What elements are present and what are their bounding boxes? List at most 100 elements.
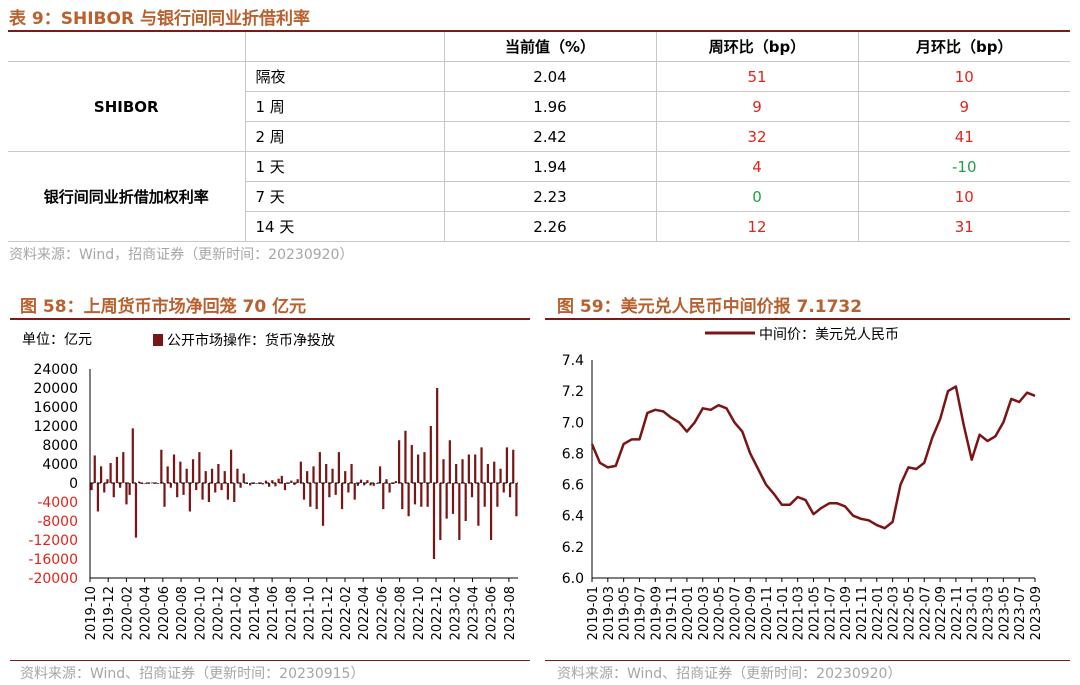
term-cell: 2 周	[245, 121, 445, 152]
group-label-shibor: SHIBOR	[8, 61, 246, 152]
chart58-bar	[93, 455, 96, 483]
chart58-bar	[385, 479, 388, 483]
chart58-xtick-label: 2020-02	[120, 586, 135, 640]
chart59-xtick-label: 2020-07	[728, 586, 743, 640]
table9-source: 资料来源：Wind，招商证券（更新时间：20230920）	[9, 247, 354, 263]
chart58-bar	[179, 461, 182, 483]
chart58-bar	[502, 483, 505, 493]
chart58-title: 图 58：上周货币市场净回笼 70 亿元	[20, 297, 307, 317]
chart58-bar	[169, 483, 172, 488]
chart59-xtick-label: 2021-03	[792, 586, 807, 640]
chart59-xtick-label: 2022-09	[934, 586, 949, 640]
chart58-bar	[505, 447, 509, 483]
chart59-xtick-label: 2019-11	[665, 586, 680, 640]
header-cell	[244, 32, 445, 62]
chart58-bar	[439, 483, 442, 540]
chart58-xtick-label: 2021-08	[284, 586, 299, 640]
wow-cell: 51	[655, 61, 859, 92]
chart58-bar	[157, 483, 160, 484]
chart59-xtick-label: 2020-05	[713, 586, 728, 640]
term-cell: 14 天	[245, 211, 445, 242]
chart58-xtick-label: 2019-12	[102, 586, 117, 640]
chart58-bar	[407, 483, 410, 517]
chart58-xtick-label: 2023-04	[466, 586, 481, 640]
mom-cell: -10	[857, 151, 1070, 182]
chart58-bar	[214, 483, 217, 493]
chart58-xtick-label: 2021-06	[266, 586, 281, 640]
chart58-xtick-label: 2022-10	[412, 586, 427, 640]
chart59-xtick-label: 2022-03	[887, 586, 902, 640]
chart58-bar	[239, 483, 242, 488]
chart59-bottom-rule	[545, 660, 1070, 661]
chart59-ytick-label: 6.6	[562, 478, 584, 494]
chart58-bar	[309, 483, 312, 507]
table-header-row: 当前值（%） 周环比（bp） 月环比（bp）	[8, 32, 1070, 62]
wow-cell: 4	[655, 151, 859, 182]
chart58-bar	[264, 480, 268, 483]
chart58-bar	[455, 464, 458, 483]
chart58-bar	[290, 480, 293, 483]
chart59-xtick-label: 2023-05	[997, 586, 1012, 640]
chart58-xtick-label: 2019-10	[84, 586, 99, 640]
chart58-bar	[125, 483, 128, 505]
chart59-line-chart: 中间价：美元兑人民币 6.0 6.2 6.4 6.6 6.8 7.0 7.2 7.4 2019…	[562, 327, 1044, 640]
chart58-xtick-label: 2022-06	[375, 586, 390, 640]
chart58-bar	[99, 466, 103, 483]
chart58-bar	[138, 481, 141, 483]
chart58-bar	[166, 466, 169, 483]
chart58-bar	[217, 464, 220, 483]
chart58-bar	[382, 483, 385, 510]
chart58-bar	[255, 483, 258, 484]
value-cell: 1.94	[443, 151, 657, 182]
value-cell: 2.26	[443, 211, 657, 242]
chart59-xtick-label: 2022-05	[902, 586, 917, 640]
chart58-bar	[274, 483, 277, 487]
chart59-xtick-label: 2023-03	[982, 586, 997, 640]
chart58-bar	[477, 483, 480, 526]
chart58-bar	[172, 454, 176, 483]
chart58-bar	[128, 483, 131, 495]
chart59-xtick-label: 2022-07	[918, 586, 933, 640]
chart58-ytick-label: 24000	[33, 362, 78, 378]
chart58-bar	[182, 483, 185, 495]
chart58-bar	[115, 456, 119, 483]
wow-cell: 32	[655, 121, 859, 152]
wow-cell: 12	[655, 211, 859, 242]
mom-cell: 10	[857, 61, 1070, 92]
table-row: 1 周 1.96 9 9	[8, 91, 1070, 122]
chart58-bar	[90, 483, 93, 491]
chart59-xtick-label: 2022-01	[871, 586, 886, 640]
chart58-bar	[363, 483, 366, 486]
chart58-xtick-label: 2023-02	[448, 586, 463, 640]
chart58-bar	[302, 483, 306, 500]
chart59-xtick-label: 2020-03	[697, 586, 712, 640]
chart58-bar	[489, 483, 493, 540]
chart58-bar	[378, 466, 382, 483]
table-row: 14 天 2.26 12 31	[8, 211, 1070, 242]
chart59-xtick-label: 2022-11	[950, 586, 965, 640]
chart58-bottom-rule	[10, 660, 530, 661]
chart59-xtick-label: 2023-01	[966, 586, 981, 640]
chart58-xtick-label: 2021-12	[321, 586, 336, 640]
table9-title: 表 9：SHIBOR 与银行间同业折借利率	[9, 9, 310, 29]
chart58-ytick-label: -4000	[37, 495, 78, 511]
chart58-bar	[188, 483, 191, 512]
chart59-xtick-label: 2019-01	[586, 586, 601, 640]
chart58-bar	[486, 464, 489, 483]
chart59-xtick-label: 2020-11	[760, 586, 775, 640]
chart58-bar	[299, 461, 302, 483]
chart58-bar	[356, 483, 360, 486]
chart59-xtick-label: 2019-09	[649, 586, 664, 640]
chart58-bar	[347, 483, 350, 493]
term-cell: 隔夜	[244, 61, 445, 92]
chart59-xtick-label: 2021-09	[839, 586, 854, 640]
chart58-bar	[426, 483, 429, 507]
chart58-bar	[242, 473, 245, 483]
chart58-bar	[436, 388, 439, 483]
chart58-bar	[96, 483, 100, 512]
chart58-bar	[271, 480, 274, 483]
chart58-bar	[315, 483, 318, 510]
mom-cell: 31	[857, 211, 1070, 242]
chart58-xtick-label: 2021-10	[303, 586, 318, 640]
chart59-xtick-label: 2023-07	[1013, 586, 1028, 640]
